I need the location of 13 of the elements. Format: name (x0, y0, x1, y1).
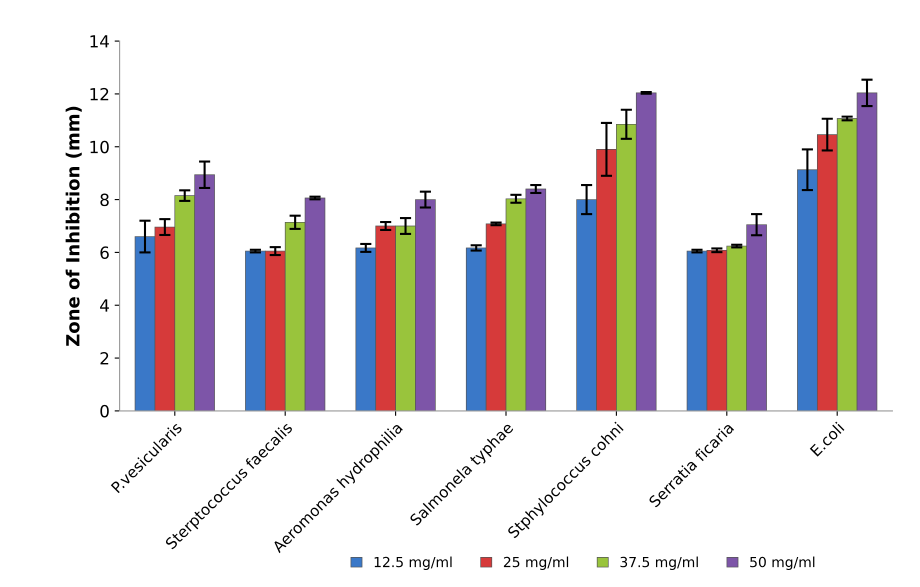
legend-label: 37.5 mg/ml (620, 556, 698, 570)
legend-label: 25 mg/ml (504, 556, 568, 570)
y-tick-label: 8 (100, 194, 109, 206)
y-tick-label: 2 (100, 352, 108, 364)
y-tick-label: 4 (100, 299, 109, 312)
y-axis-title: Zone of Inhibition (mm) (66, 106, 82, 346)
y-tick-label: 10 (90, 140, 109, 154)
legend-label: 12.5 mg/ml (374, 556, 452, 570)
legend-label: 50 mg/ml (750, 556, 814, 570)
y-tick-label: 14 (90, 35, 109, 48)
y-tick-label: 12 (90, 88, 108, 100)
y-tick-label: 0 (100, 404, 109, 418)
y-tick-label: 6 (100, 246, 109, 259)
